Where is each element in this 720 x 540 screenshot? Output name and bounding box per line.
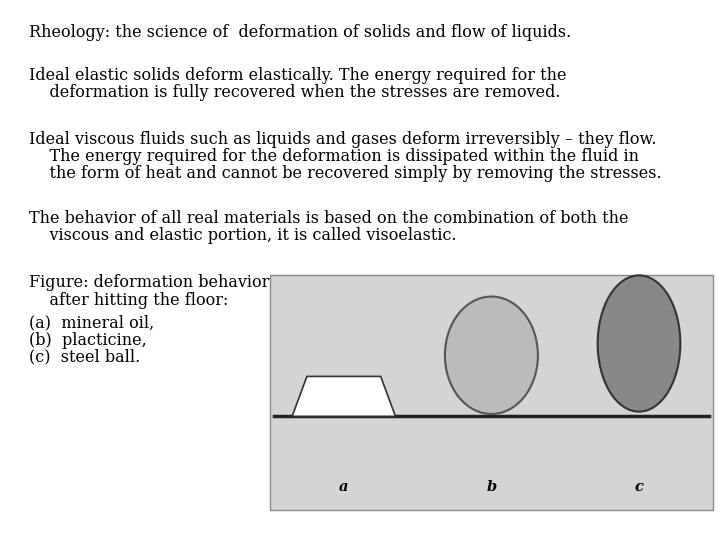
Text: Ideal viscous fluids such as liquids and gases deform irreversibly – they flow.: Ideal viscous fluids such as liquids and… bbox=[29, 131, 657, 147]
Ellipse shape bbox=[598, 275, 680, 411]
Text: (a)  mineral oil,: (a) mineral oil, bbox=[29, 314, 154, 331]
Text: (c)  steel ball.: (c) steel ball. bbox=[29, 349, 140, 366]
Ellipse shape bbox=[445, 296, 538, 414]
Text: Rheology: the science of  deformation of solids and flow of liquids.: Rheology: the science of deformation of … bbox=[29, 24, 571, 41]
Polygon shape bbox=[292, 376, 395, 416]
Text: a: a bbox=[339, 480, 348, 494]
Text: deformation is fully recovered when the stresses are removed.: deformation is fully recovered when the … bbox=[29, 84, 560, 100]
Text: b: b bbox=[486, 480, 497, 494]
Text: the form of heat and cannot be recovered simply by removing the stresses.: the form of heat and cannot be recovered… bbox=[29, 165, 662, 182]
Text: after hitting the floor:: after hitting the floor: bbox=[29, 292, 228, 308]
FancyBboxPatch shape bbox=[270, 275, 713, 510]
Text: (b)  placticine,: (b) placticine, bbox=[29, 332, 147, 348]
Text: Ideal elastic solids deform elastically. The energy required for the: Ideal elastic solids deform elastically.… bbox=[29, 68, 567, 84]
Text: c: c bbox=[634, 480, 644, 494]
Text: viscous and elastic portion, it is called visoelastic.: viscous and elastic portion, it is calle… bbox=[29, 227, 456, 244]
Text: Figure: deformation behavior: Figure: deformation behavior bbox=[29, 274, 269, 291]
Text: The behavior of all real materials is based on the combination of both the: The behavior of all real materials is ba… bbox=[29, 210, 629, 226]
Text: The energy required for the deformation is dissipated within the fluid in: The energy required for the deformation … bbox=[29, 148, 639, 165]
